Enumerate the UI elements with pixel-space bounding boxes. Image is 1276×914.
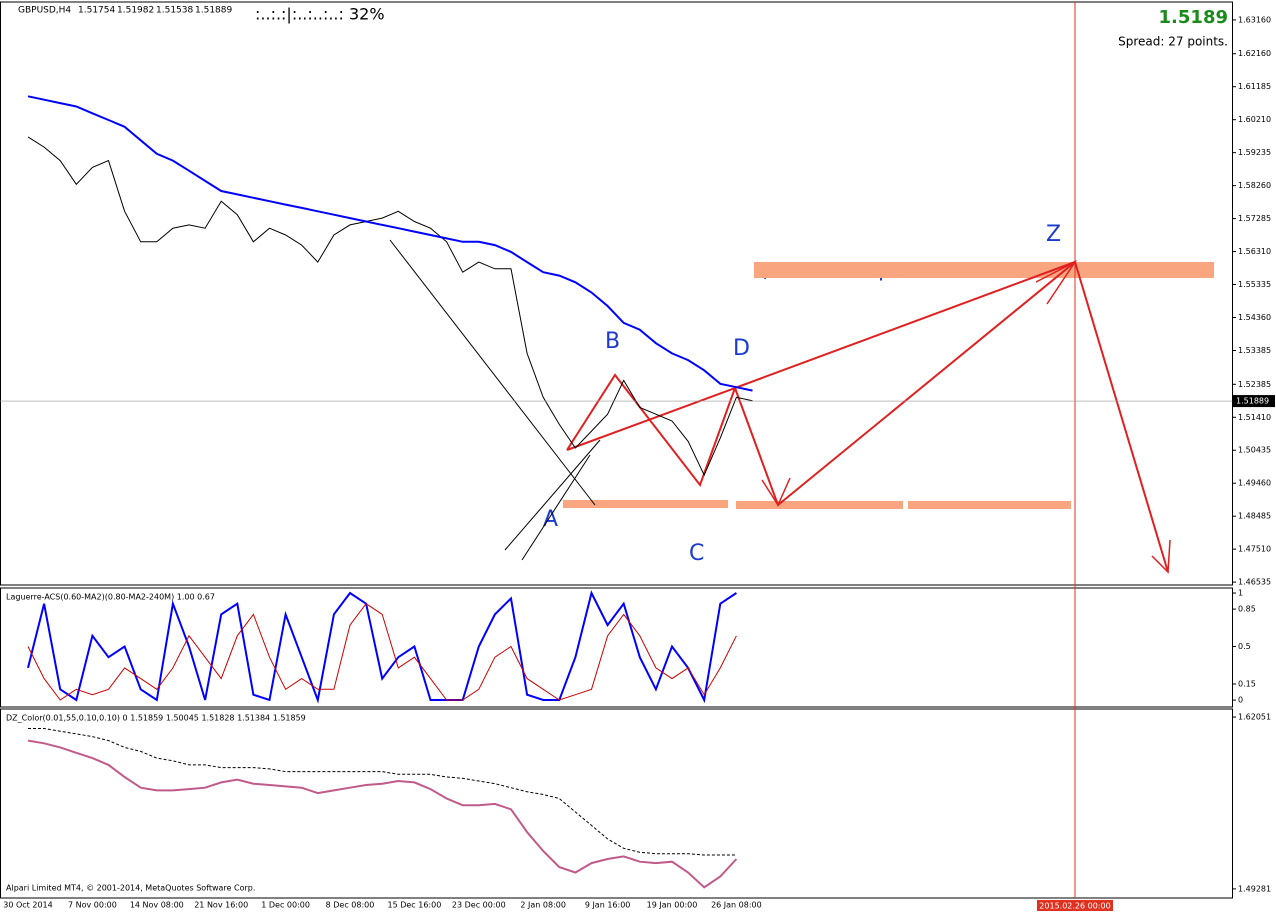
y-tick-label: 0 — [1238, 696, 1243, 705]
y-tick-label: 1.56310 — [1238, 247, 1271, 256]
bid-box — [1233, 395, 1275, 408]
open-price: 1.51754 — [78, 6, 115, 16]
y-tick-label: 1.61185 — [1238, 82, 1271, 91]
series-line — [27, 136, 753, 477]
current-price: 1.5189 — [1159, 7, 1228, 28]
x-tick-label: 15 Dec 16:00 — [387, 901, 441, 910]
spread: Spread: 27 points. — [1118, 35, 1228, 49]
series-line — [28, 728, 737, 856]
x-tick-label: 9 Jan 16:00 — [585, 901, 631, 910]
trend-line — [389, 239, 596, 506]
level-box — [736, 501, 903, 509]
level-box — [908, 501, 1071, 509]
y-tick-label: 1.49281 — [1238, 884, 1271, 893]
trend-line — [521, 454, 591, 561]
arrow-head — [761, 477, 791, 507]
y-tick-label: 1.47510 — [1238, 545, 1271, 554]
y-tick-label: 1.53385 — [1238, 346, 1271, 355]
series-line — [27, 95, 753, 392]
trend-line — [504, 439, 601, 551]
y-tick-label: 1.48485 — [1238, 512, 1271, 521]
time-label-box — [1037, 900, 1113, 911]
x-tick-label: 21 Nov 16:00 — [194, 901, 248, 910]
point-label: A — [543, 507, 558, 532]
y-tick-label: 1.54360 — [1238, 313, 1271, 322]
symbol: GBPUSD,H4 — [18, 6, 71, 16]
bid-label: 1.51889 — [1236, 397, 1269, 406]
y-tick-label: 1.55335 — [1238, 280, 1271, 289]
y-tick-label: 1.51410 — [1238, 413, 1271, 422]
y-tick-label: 0.5 — [1238, 642, 1251, 651]
y-tick-label: 1.59235 — [1238, 148, 1271, 157]
x-tick-label: 14 Nov 08:00 — [130, 901, 184, 910]
x-tick-label: 8 Dec 08:00 — [326, 901, 375, 910]
y-tick-label: 1.62051 — [1238, 713, 1271, 722]
arrow-head — [1151, 539, 1171, 574]
y-tick-label: 0.85 — [1238, 605, 1256, 614]
arrow-head — [1035, 260, 1078, 305]
time-label: 2015.02.26 00:00 — [1039, 902, 1110, 911]
y-tick-label: 1.62160 — [1238, 49, 1271, 58]
x-tick-label: 23 Dec 00:00 — [452, 901, 506, 910]
indicator-title: DZ_Color(0.01,55,0.10,0.10) 0 1.51859 1.… — [6, 714, 306, 723]
projection — [734, 260, 1169, 573]
panel-frame — [0, 708, 1233, 899]
series-line — [27, 603, 737, 701]
y-tick-label: 1 — [1238, 589, 1243, 598]
level-box — [563, 500, 728, 508]
indicator-title: Laguerre-ACS(0.60-MA2)(0.80-MA2-240M) 1.… — [6, 593, 215, 602]
x-tick-label: 7 Nov 00:00 — [68, 901, 117, 910]
y-tick-label: 1.60210 — [1238, 115, 1271, 124]
y-tick-label: 1.57285 — [1238, 214, 1271, 223]
target-box — [754, 262, 1214, 278]
progress: :..:.:|:..:..:..: 32% — [255, 5, 385, 24]
panel-frame — [0, 1, 1233, 586]
y-tick-label: 1.50435 — [1238, 446, 1271, 455]
panel-frame — [0, 587, 1233, 708]
x-tick-label: 2 Jan 08:00 — [520, 901, 566, 910]
y-tick-label: 1.63160 — [1238, 15, 1271, 24]
y-tick-label: 1.52385 — [1238, 380, 1271, 389]
projection — [734, 261, 1076, 389]
point-label: D — [733, 336, 750, 361]
series-line — [27, 590, 737, 704]
point-label: C — [689, 541, 704, 566]
close-price: 1.51889 — [195, 6, 232, 16]
y-tick-label: 1.58260 — [1238, 181, 1271, 190]
x-tick-label: 1 Dec 00:00 — [261, 901, 310, 910]
y-tick-label: 0.15 — [1238, 679, 1256, 688]
abcd-pattern — [566, 373, 737, 488]
x-tick-label: 19 Jan 00:00 — [647, 901, 698, 910]
drawing-objects — [389, 2, 1214, 898]
low-price: 1.51538 — [156, 6, 193, 16]
copyright: Alpari Limited MT4, © 2001-2014, MetaQuo… — [6, 884, 255, 893]
x-tick-label: 30 Oct 2014 — [3, 901, 52, 910]
y-tick-label: 1.49460 — [1238, 479, 1271, 488]
point-label: Z — [1046, 222, 1061, 247]
x-tick-label: 26 Jan 08:00 — [711, 901, 762, 910]
high-price: 1.51982 — [117, 6, 154, 16]
point-label: B — [605, 329, 620, 354]
series-line — [27, 739, 738, 889]
y-tick-label: 1.46535 — [1238, 578, 1271, 587]
